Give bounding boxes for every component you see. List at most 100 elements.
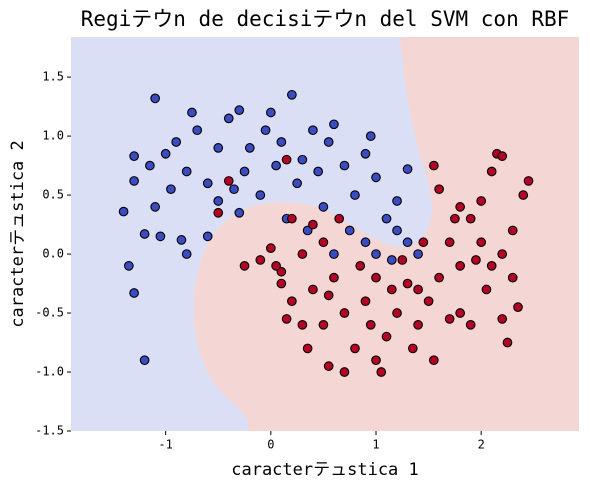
- point: [239, 166, 250, 177]
- point: [397, 255, 408, 265]
- point: [139, 229, 150, 239]
- point: [313, 166, 324, 177]
- point: [213, 207, 224, 218]
- point: [471, 255, 481, 265]
- point: [260, 125, 271, 136]
- point: [434, 272, 444, 283]
- point: [150, 202, 160, 212]
- point: [455, 202, 466, 212]
- point: [202, 178, 213, 189]
- point: [339, 367, 350, 377]
- y-tick-label: -1.5: [35, 424, 64, 438]
- point: [434, 184, 444, 195]
- point: [223, 176, 234, 186]
- point: [160, 148, 171, 159]
- y-tick-label: 1.5: [42, 70, 64, 84]
- point: [418, 237, 429, 248]
- point: [371, 172, 381, 183]
- point: [481, 284, 492, 295]
- point: [476, 196, 487, 206]
- point: [281, 314, 292, 324]
- point: [381, 331, 392, 342]
- point: [308, 125, 318, 136]
- point: [407, 343, 418, 354]
- point: [265, 107, 276, 118]
- point: [476, 237, 487, 248]
- point: [213, 196, 224, 206]
- point: [376, 367, 387, 377]
- point: [413, 319, 423, 330]
- point: [287, 296, 297, 307]
- point: [129, 288, 139, 298]
- point: [308, 219, 318, 230]
- point: [486, 261, 497, 271]
- point: [497, 151, 508, 161]
- point: [523, 176, 534, 186]
- point: [413, 249, 423, 259]
- point: [371, 249, 381, 259]
- point: [365, 319, 376, 330]
- point: [429, 355, 439, 366]
- point: [181, 249, 192, 259]
- point: [171, 137, 182, 147]
- point: [145, 160, 155, 171]
- point: [292, 178, 302, 189]
- point: [444, 237, 455, 248]
- point: [386, 284, 397, 295]
- point: [229, 184, 239, 195]
- x-tick-label: -1: [158, 438, 172, 452]
- point: [502, 337, 513, 348]
- point: [350, 190, 360, 200]
- point: [329, 119, 339, 130]
- x-tick-label: 2: [478, 438, 485, 452]
- point: [223, 113, 234, 124]
- y-tick-label: -0.5: [35, 306, 64, 320]
- point: [392, 308, 402, 318]
- point: [239, 261, 250, 271]
- point: [302, 225, 313, 236]
- point: [139, 355, 150, 366]
- point: [513, 302, 523, 312]
- point: [339, 160, 350, 171]
- point: [155, 231, 166, 242]
- point: [323, 137, 334, 147]
- point: [465, 213, 476, 224]
- point: [234, 207, 245, 218]
- point: [318, 237, 329, 248]
- y-axis-label: caracterテュstica 2: [8, 140, 28, 328]
- point: [176, 235, 187, 245]
- point: [318, 202, 329, 212]
- point: [497, 314, 508, 324]
- point: [181, 166, 192, 177]
- point: [281, 154, 292, 165]
- point: [507, 272, 518, 283]
- point: [202, 231, 213, 242]
- point: [323, 361, 334, 371]
- point: [344, 225, 355, 236]
- point: [329, 272, 339, 283]
- point: [486, 166, 497, 177]
- point: [192, 125, 203, 136]
- point: [213, 143, 224, 153]
- y-tick-label: 0.0: [42, 247, 64, 261]
- point: [365, 131, 376, 141]
- point: [392, 225, 402, 236]
- point: [166, 184, 176, 195]
- point: [297, 319, 308, 330]
- point: [429, 160, 439, 171]
- point: [402, 278, 413, 289]
- region-class-0: [71, 37, 432, 431]
- point: [371, 272, 381, 283]
- point: [507, 225, 518, 236]
- point: [402, 237, 413, 248]
- point: [255, 190, 266, 200]
- y-tick-label: -1.0: [35, 365, 64, 379]
- point: [302, 343, 313, 354]
- point: [150, 93, 160, 104]
- point: [276, 137, 287, 147]
- point: [118, 206, 129, 217]
- chart-title: Regiテウn de decisiテウn del SVM con RBF: [81, 7, 570, 31]
- point: [323, 290, 334, 301]
- point: [423, 296, 434, 307]
